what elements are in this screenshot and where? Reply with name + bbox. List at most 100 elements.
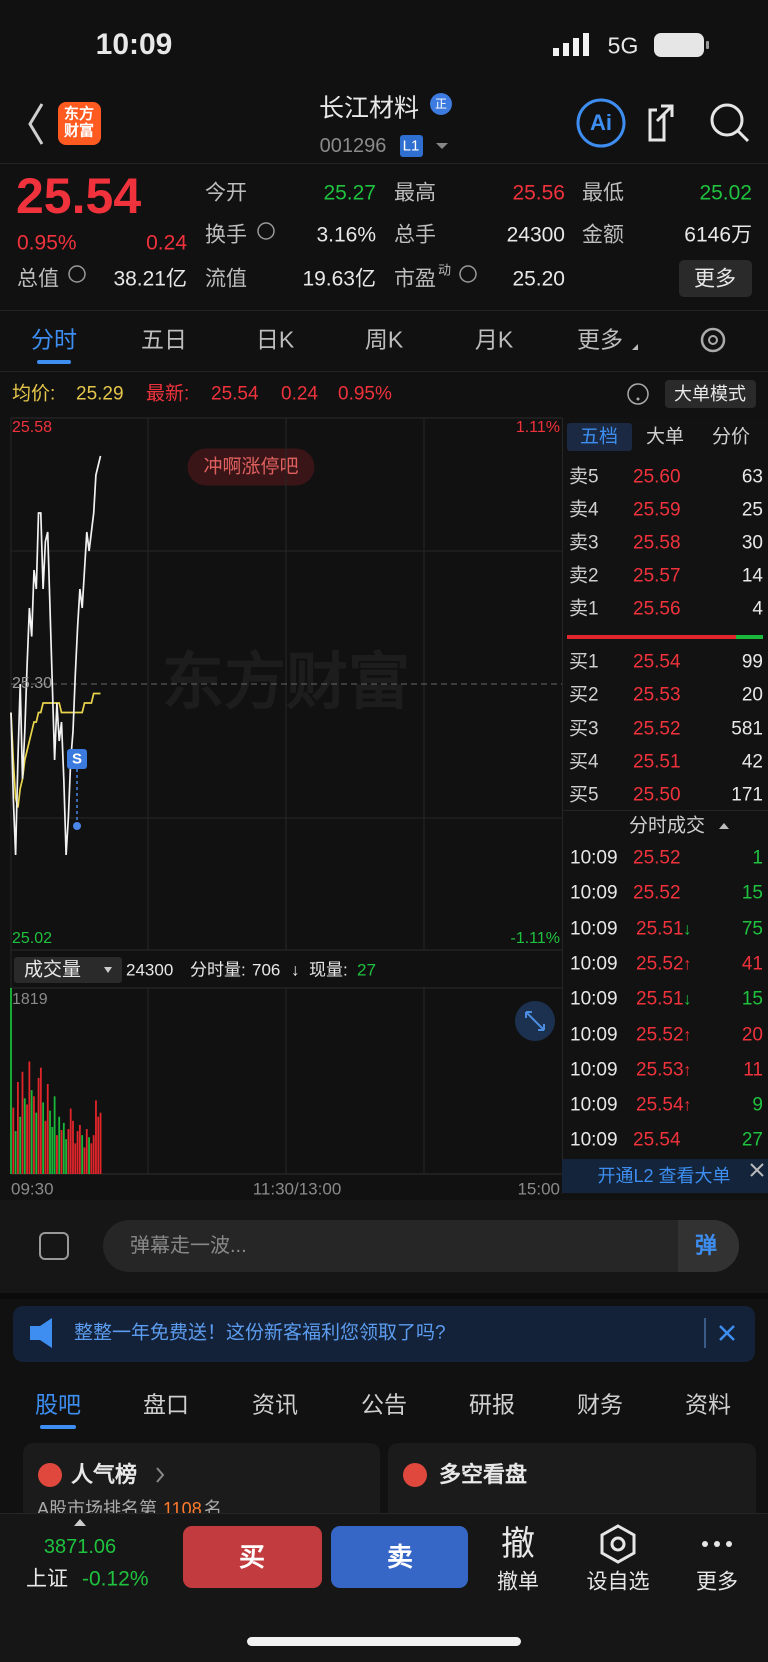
stat-label: 总手 — [394, 223, 436, 247]
buy-button[interactable] — [183, 1526, 322, 1588]
stat-superscript: 动 — [438, 262, 452, 278]
search-icon — [710, 103, 744, 137]
volume-selector[interactable]: 成交量 — [24, 959, 82, 981]
content-tab[interactable]: 公告 — [361, 1391, 407, 1418]
trade-price: 25.51 — [636, 988, 684, 1010]
latest-percent: 0.95% — [338, 383, 392, 405]
trade-volume: 1 — [752, 847, 763, 869]
more-button[interactable] — [679, 260, 752, 297]
level-price: 25.50 — [633, 784, 681, 806]
volume-bar — [88, 1137, 90, 1174]
percent-bottom: -1.11% — [510, 930, 560, 947]
promo-box[interactable] — [13, 1306, 755, 1362]
stat-label: 今开 — [205, 181, 247, 205]
separator — [0, 371, 768, 372]
orderbook-tab[interactable]: 五档 — [579, 426, 619, 448]
chart-tab[interactable]: 五日 — [141, 326, 187, 353]
content-tab[interactable]: 资讯 — [252, 1391, 298, 1418]
l2-bar[interactable] — [562, 1159, 768, 1193]
stat-label: 流值 — [205, 267, 247, 291]
chart-tab[interactable]: 分时 — [31, 326, 77, 353]
trade-arrow: ↑ — [683, 1095, 692, 1115]
l2-link[interactable]: 开通L2 查看大单 — [597, 1166, 731, 1186]
card-title: 多空看盘 — [439, 1462, 528, 1487]
volume-bar — [26, 1104, 28, 1174]
more-toolbar-label[interactable]: 更多 — [696, 1570, 738, 1594]
banner: 冲啊涨停吧 — [187, 448, 315, 486]
trade-volume: 9 — [752, 1094, 763, 1116]
tab-more-icon — [632, 344, 638, 350]
trade-volume: 15 — [741, 882, 763, 904]
chat-input[interactable] — [103, 1220, 739, 1272]
buy-label[interactable]: 买 — [238, 1542, 266, 1572]
stat-value: 38.21亿 — [113, 267, 187, 291]
volume-bar — [99, 1112, 102, 1174]
volume-bar — [37, 1077, 40, 1174]
latest-value: 25.54 — [211, 383, 259, 405]
trade-volume: 15 — [741, 988, 763, 1010]
watch-label[interactable]: 设自选 — [586, 1570, 650, 1594]
chat-button-box[interactable] — [678, 1220, 739, 1272]
settings-core — [708, 335, 718, 345]
chat-placeholder: 弹幕走一波... — [130, 1235, 247, 1257]
level-price: 25.52 — [633, 718, 681, 740]
trade-price: 25.52 — [636, 1024, 684, 1045]
ai-button[interactable]: Ai — [590, 110, 612, 135]
orderbook-tab[interactable]: 分价 — [711, 426, 751, 448]
level-label: 卖3 — [569, 532, 599, 554]
logo-box — [58, 102, 101, 145]
mode-box[interactable] — [665, 380, 756, 408]
orderbook-tab[interactable]: 大单 — [645, 426, 685, 448]
chart-tab[interactable]: 更多 — [577, 326, 623, 353]
status-time: 10:09 — [95, 28, 173, 61]
level-price: 25.56 — [633, 598, 681, 620]
stat-value: 19.63亿 — [302, 267, 376, 291]
x-label: 09:30 — [11, 1179, 54, 1199]
trade-arrow: ↓ — [683, 989, 692, 1009]
trade-time: 10:09 — [570, 953, 618, 975]
volume-bar — [83, 1147, 86, 1174]
volume-bar — [39, 1067, 42, 1174]
level-label: 卖2 — [569, 565, 599, 587]
separator — [0, 310, 768, 311]
trade-time: 10:09 — [570, 918, 618, 940]
trade-time: 10:09 — [570, 988, 618, 1010]
content-tab[interactable]: 股吧 — [35, 1391, 81, 1418]
trade-volume: 75 — [741, 918, 763, 940]
settings-icon — [700, 327, 726, 353]
chat-gap — [0, 1293, 768, 1299]
level-volume: 4 — [752, 598, 763, 620]
marker-label: S — [71, 750, 83, 768]
sell-button[interactable] — [331, 1526, 468, 1588]
level-volume: 20 — [741, 684, 763, 706]
avg-line — [10, 692, 101, 808]
content-tab[interactable]: 财务 — [577, 1391, 623, 1418]
level-label: 买4 — [569, 751, 599, 773]
trade-arrow: ↑ — [683, 954, 692, 974]
level-volume: 42 — [741, 751, 763, 773]
volume-bar — [65, 1139, 67, 1174]
y-tick-label: 25.02 — [12, 930, 53, 947]
chart-tab[interactable]: 日K — [255, 326, 295, 353]
mode-button[interactable]: 大单模式 — [674, 384, 746, 404]
more-label[interactable]: 更多 — [694, 267, 736, 291]
volume-current-value: 27 — [357, 960, 376, 980]
sell-label[interactable]: 卖 — [386, 1542, 414, 1572]
content-tab[interactable]: 研报 — [469, 1391, 515, 1418]
chart-tab[interactable]: 周K — [364, 326, 404, 353]
trade-time: 10:09 — [570, 1094, 618, 1116]
chart-tab[interactable]: 月K — [474, 326, 514, 353]
volume-bar — [76, 1131, 79, 1174]
latest-change: 0.24 — [281, 383, 318, 405]
level-label: 买2 — [569, 684, 599, 706]
content-tab[interactable]: 资料 — [685, 1391, 731, 1418]
trade-price: 25.51 — [636, 918, 684, 940]
chat-button[interactable]: 弹 — [694, 1233, 718, 1258]
cancel-label[interactable]: 撤单 — [497, 1570, 539, 1594]
promo-text[interactable]: 整整一年免费送！这份新客福利您领取了吗? — [74, 1322, 446, 1344]
level-label: 卖1 — [569, 598, 599, 620]
battery-nub — [706, 41, 709, 49]
cancel-icon[interactable]: 撤 — [501, 1525, 535, 1563]
avg-label: 均价: — [12, 383, 56, 405]
content-tab[interactable]: 盘口 — [143, 1391, 189, 1418]
